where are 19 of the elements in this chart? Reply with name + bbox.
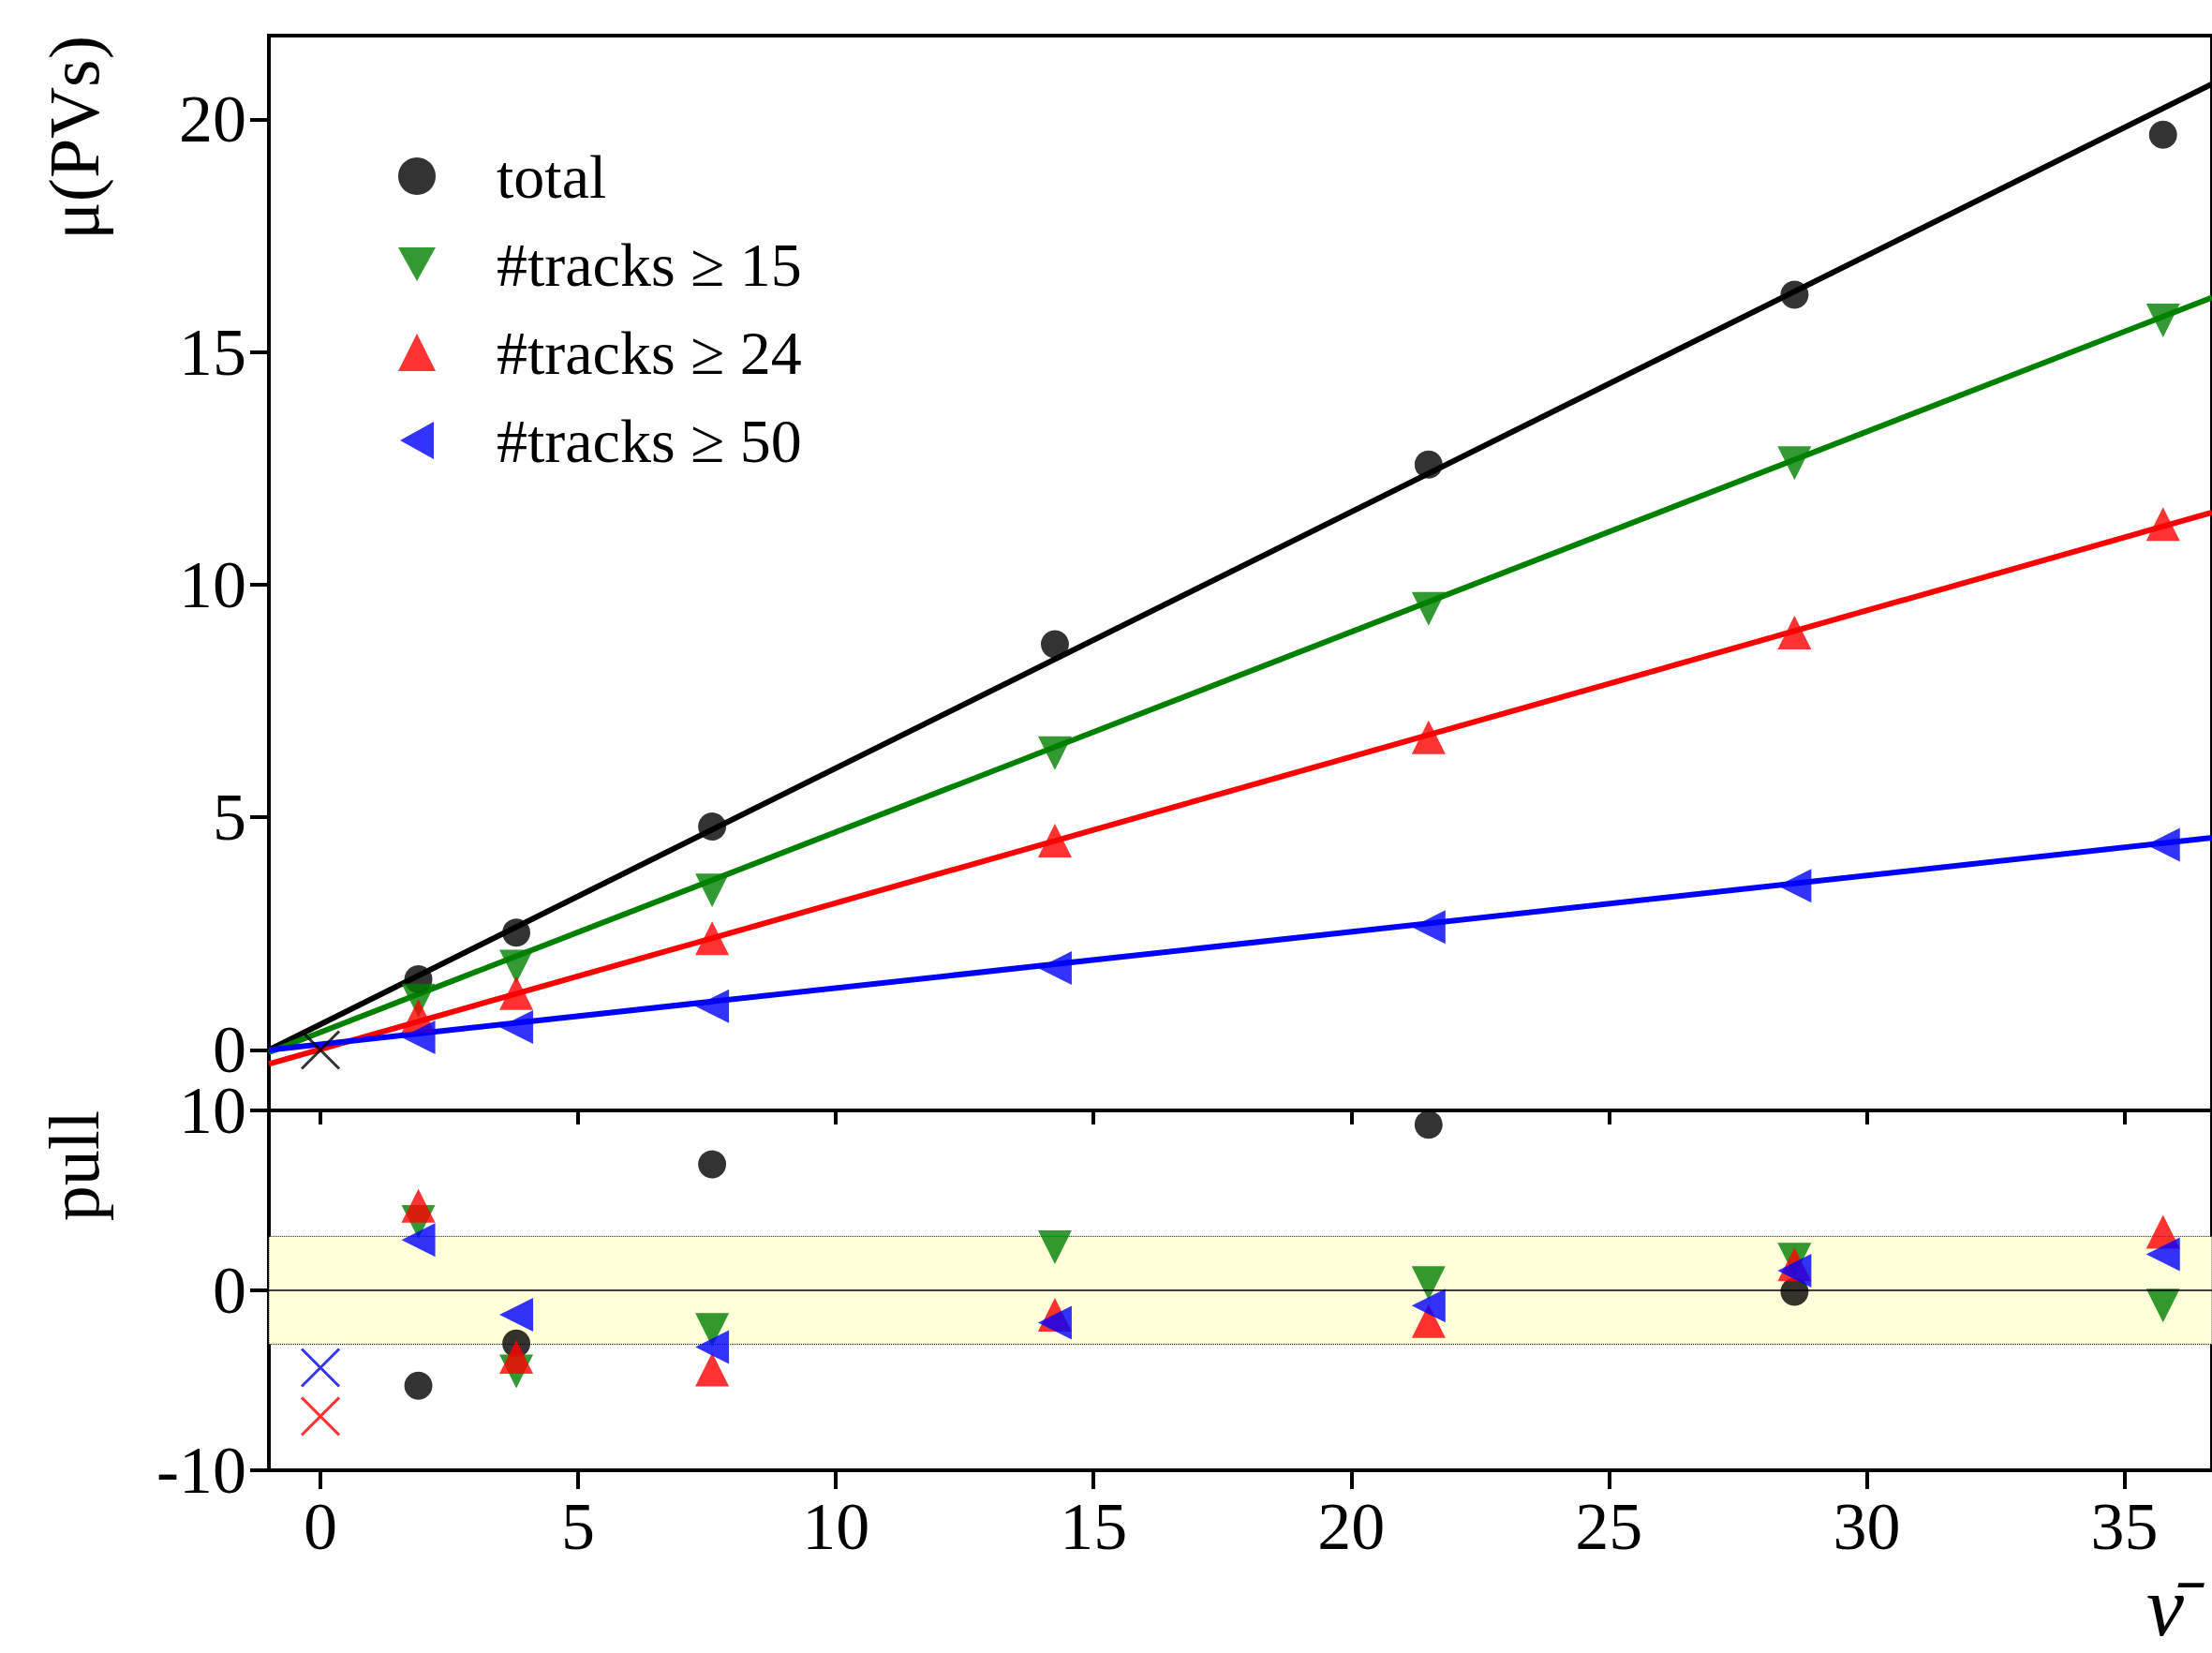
legend-label: #tracks ≥ 24 — [497, 318, 802, 387]
x-tick-label: 15 — [1060, 1489, 1128, 1564]
y-tick-label: 15 — [179, 314, 246, 390]
y-axis-title: μ(PVs) — [35, 36, 114, 241]
y-tick-label: -10 — [156, 1433, 246, 1508]
y-axis-title: pull — [35, 1110, 113, 1222]
x-tick-label: 5 — [561, 1489, 596, 1564]
y-tick-label: 20 — [179, 82, 246, 157]
legend-label: #tracks ≥ 50 — [497, 406, 802, 475]
x-tick-label: 25 — [1575, 1489, 1643, 1564]
y-tick-label: 0 — [213, 1253, 246, 1328]
x-tick-label: 0 — [304, 1489, 338, 1564]
legend-label: total — [497, 141, 607, 211]
y-tick-label: 10 — [179, 546, 246, 622]
x-tick-label: 30 — [1833, 1489, 1901, 1564]
y-tick-label: 5 — [213, 780, 246, 856]
legend-label: #tracks ≥ 15 — [497, 230, 802, 299]
x-tick-label: 20 — [1317, 1489, 1386, 1564]
x-tick-label: 10 — [802, 1489, 870, 1564]
